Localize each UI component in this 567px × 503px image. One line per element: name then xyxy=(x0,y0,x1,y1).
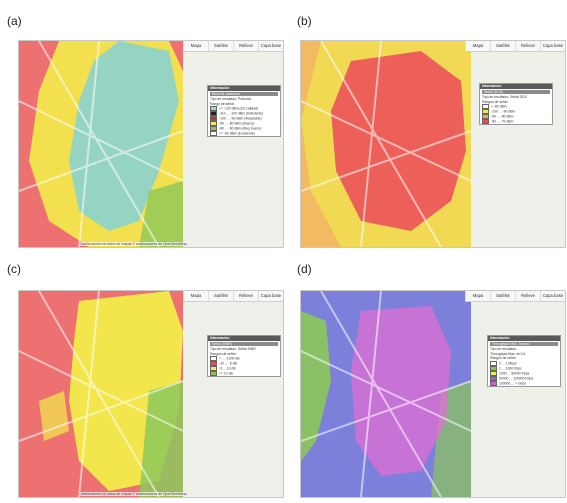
legend-row: Rangos de señal xyxy=(482,99,508,104)
legend-item-text: >= 10 dB xyxy=(219,371,233,376)
legend-item-text: -5 ... 10 dB xyxy=(219,366,236,371)
legend-item-text: 1000 ... 50000 Kbps xyxy=(499,371,530,376)
coverage-layer-a xyxy=(19,41,283,247)
map-type-satelite[interactable]: Satélite xyxy=(490,291,515,301)
legend-item: -90 ... -80 dBm xyxy=(480,114,552,120)
legend-item-text: -90 ... -80 dBm (Bueno) xyxy=(219,121,255,126)
legend-sub: Señal (SINR) xyxy=(210,341,278,347)
legend-item: >= -60 dBm (Excelente) xyxy=(208,131,280,137)
legend-sub: Nivel de cobertura xyxy=(210,91,278,97)
legend-item-text: < ... -1000 dB xyxy=(219,356,240,361)
map-copyright[interactable]: Contribuciones de datos de mapas © colab… xyxy=(79,492,187,496)
legend-item: 50000 ... 100000 Kbps xyxy=(488,375,560,381)
legend-item: 100000 ... > Gbps xyxy=(488,380,560,386)
legend-item-text: -100 ... -90 dBm (Aceptable) xyxy=(219,116,262,121)
legend-item-text: >= -60 dBm (Excelente) xyxy=(219,131,255,136)
map-type-relieve[interactable]: Relieve xyxy=(515,41,540,51)
legend-item: 1000 ... 50000 Kbps xyxy=(488,370,560,376)
legend-row: Tipo de resultado: Potencia xyxy=(210,97,252,102)
map-type-mapa[interactable]: Mapa xyxy=(183,41,208,51)
coverage-layer-b xyxy=(301,41,565,247)
legend-item: > -80 dBm xyxy=(480,104,552,110)
legend-row: Tipo de resultado: xyxy=(490,347,518,352)
coverage-layer-c xyxy=(19,291,283,497)
map-toolbar-b: Mapa Satélite Relieve Capa base xyxy=(465,41,565,52)
coverage-map-a[interactable]: Mapa Satélite Relieve Capa base Informac… xyxy=(18,40,284,248)
legend-item: -80 ... -70 dBm xyxy=(480,119,552,125)
legend-head: Informacion xyxy=(488,336,560,341)
map-type-mapa[interactable]: Mapa xyxy=(183,291,208,301)
legend-item: < ... -1000 dB xyxy=(208,356,280,362)
map-type-relieve[interactable]: Relieve xyxy=(515,291,540,301)
map-type-capa-base[interactable]: Capa base xyxy=(258,41,283,51)
legend-d: Informacion Throughput Max. Teorico Tipo… xyxy=(487,335,561,387)
legend-row: Rangos de señal xyxy=(210,351,236,356)
map-type-capa-base[interactable]: Capa base xyxy=(258,291,283,301)
legend-row: Tipo de resultado: Señal SINR xyxy=(210,347,256,352)
legend-item-text: 50000 ... 100000 Kbps xyxy=(499,376,534,381)
legend-item: -100 ... -90 dBm (Aceptable) xyxy=(208,116,280,122)
legend-sub: Throughput Max. Teorico xyxy=(490,341,558,347)
map-toolbar-d: Mapa Satélite Relieve Capa base xyxy=(465,291,565,302)
legend-item: >= 10 dB xyxy=(208,371,280,377)
coverage-layer-d xyxy=(301,291,565,497)
panel-label-b: (b) xyxy=(297,14,312,28)
map-toolbar-a: Mapa Satélite Relieve Capa base xyxy=(183,41,283,52)
legend-item-text: > -80 dBm xyxy=(491,104,507,109)
legend-item-text: 0 ... 1 Mbps xyxy=(499,361,517,366)
map-type-capa-base[interactable]: Capa base xyxy=(540,291,565,301)
legend-item: 0 ... 1 Mbps xyxy=(488,360,560,366)
legend-item: >= -120 dBm (2G calidad) xyxy=(208,106,280,112)
map-type-capa-base[interactable]: Capa base xyxy=(540,41,565,51)
legend-c: Informacion Señal (SINR) Tipo de resulta… xyxy=(207,335,281,378)
panel-label-a: (a) xyxy=(7,14,22,28)
map-type-satelite[interactable]: Satélite xyxy=(208,41,233,51)
legend-row: Tipo de resultado: Señal DDS xyxy=(482,95,527,100)
legend-row: Rango de señal xyxy=(210,101,234,106)
legend-head: Informacion xyxy=(480,84,552,89)
map-type-relieve[interactable]: Relieve xyxy=(233,41,258,51)
panel-label-d: (d) xyxy=(297,262,312,276)
panel-label-c: (c) xyxy=(7,262,21,276)
legend-b: Informacion Señal (DDS) Tipo de resultad… xyxy=(479,83,553,126)
coverage-map-b[interactable]: Mapa Satélite Relieve Capa base Informac… xyxy=(300,40,566,248)
map-type-satelite[interactable]: Satélite xyxy=(490,41,515,51)
legend-item: -5 ... 10 dB xyxy=(208,366,280,372)
legend-item-text: -10 ... -5 dB xyxy=(219,361,237,366)
map-toolbar-c: Mapa Satélite Relieve Capa base xyxy=(183,291,283,302)
legend-item: -100 ... -90 dBm xyxy=(480,109,552,115)
legend-item-text: -110 ... -100 dBm (Deficiente) xyxy=(219,111,264,116)
map-type-satelite[interactable]: Satélite xyxy=(208,291,233,301)
coverage-map-c[interactable]: Mapa Satélite Relieve Capa base Informac… xyxy=(18,290,284,498)
map-copyright[interactable]: Contribuciones de datos de mapas © colab… xyxy=(79,242,187,246)
legend-a: Informacion Nivel de cobertura Tipo de r… xyxy=(207,85,281,138)
legend-head: Informacion xyxy=(208,86,280,91)
legend-item-text: 100000 ... > Gbps xyxy=(499,381,527,386)
legend-row: Throughput Max. en DL xyxy=(490,351,526,356)
map-type-mapa[interactable]: Mapa xyxy=(465,291,490,301)
legend-head: Informacion xyxy=(208,336,280,341)
legend-item: -10 ... -5 dB xyxy=(208,361,280,367)
map-type-relieve[interactable]: Relieve xyxy=(233,291,258,301)
legend-item-text: >= -120 dBm (2G calidad) xyxy=(219,106,259,111)
legend-item-text: -80 ... -70 dBm xyxy=(491,119,514,124)
legend-item-text: 1 ... 1000 Kbps xyxy=(499,366,522,371)
legend-item-text: -90 ... -80 dBm xyxy=(491,114,514,119)
legend-item-text: -80 ... -60 dBm (Muy bueno) xyxy=(219,126,262,131)
legend-row: Rangos de señal xyxy=(490,356,516,361)
coverage-map-d[interactable]: Mapa Satélite Relieve Capa base Informac… xyxy=(300,290,566,498)
legend-item: 1 ... 1000 Kbps xyxy=(488,365,560,371)
map-type-mapa[interactable]: Mapa xyxy=(465,41,490,51)
legend-sub: Señal (DDS) xyxy=(482,89,550,95)
legend-item: -110 ... -100 dBm (Deficiente) xyxy=(208,111,280,117)
legend-item: -90 ... -80 dBm (Bueno) xyxy=(208,121,280,127)
legend-item-text: -100 ... -90 dBm xyxy=(491,109,516,114)
legend-item: -80 ... -60 dBm (Muy bueno) xyxy=(208,126,280,132)
